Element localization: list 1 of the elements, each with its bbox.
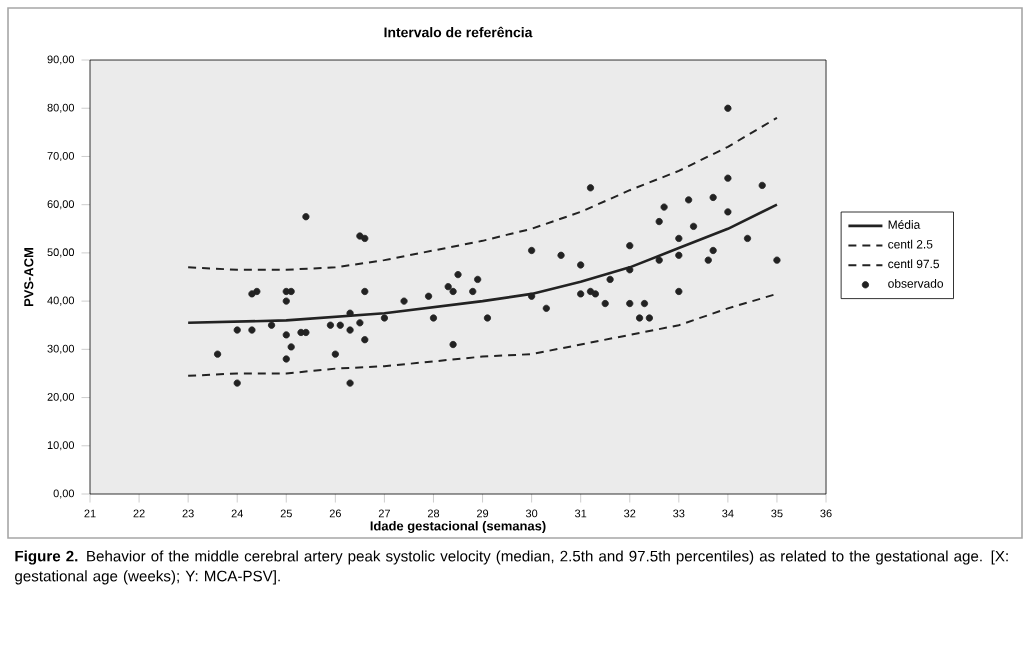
- line-series: [187, 116, 778, 271]
